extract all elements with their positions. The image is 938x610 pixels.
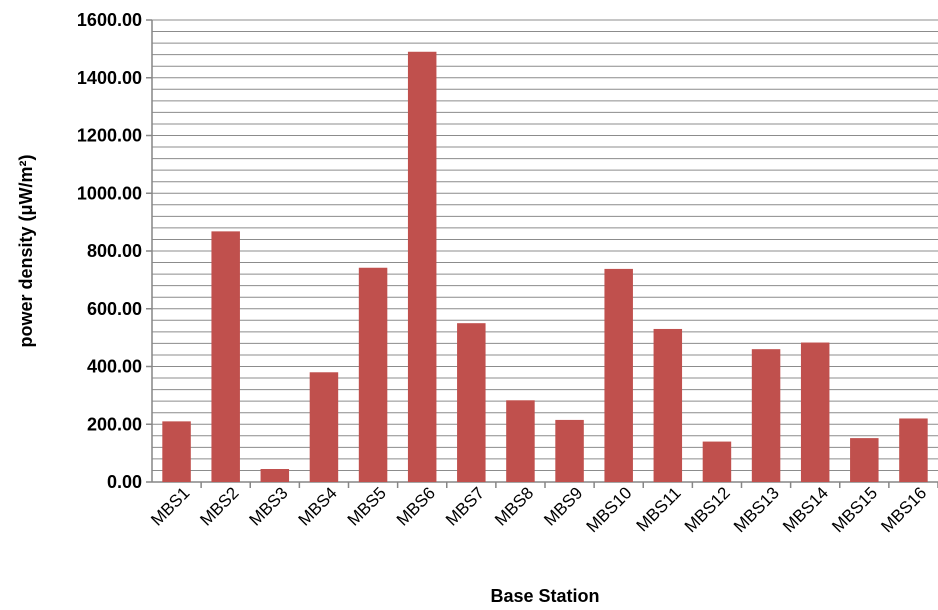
bar (309, 372, 339, 482)
y-tick-label: 200.00 (87, 414, 142, 434)
bar (899, 418, 928, 482)
y-tick-label: 1200.00 (77, 126, 142, 146)
bars (162, 51, 928, 482)
y-tick-label: 800.00 (87, 241, 142, 261)
gridlines (152, 19, 938, 471)
x-tick-label: MBS6 (393, 483, 439, 529)
x-tick-label: MBS11 (633, 483, 685, 535)
y-axis-title: power density (μW/m²) (16, 154, 36, 347)
x-tick-label: MBS5 (344, 483, 390, 529)
x-tick-label: MBS1 (147, 483, 193, 529)
x-axis-title: Base Station (490, 586, 599, 606)
bar (800, 342, 830, 482)
x-tick-label: MBS7 (442, 483, 488, 529)
x-tick-labels: MBS1 MBS2 MBS3 MBS4 MBS5 MBS6 MBS7 MBS8 MBS9MBS1… (147, 482, 938, 536)
bar (604, 268, 633, 482)
bar (457, 323, 486, 482)
x-tick-label: MBS9 (540, 483, 586, 529)
x-tick-label: MBS3 (245, 483, 291, 529)
bar (211, 231, 240, 482)
y-tick-label: 1600.00 (77, 10, 142, 30)
x-tick-label: MBS8 (491, 483, 537, 529)
x-tick-label: MBS15 (828, 483, 881, 536)
bar (751, 349, 781, 482)
x-tick-label: MBS10 (583, 483, 636, 536)
y-tick-label: 1400.00 (77, 68, 142, 88)
bar (162, 421, 191, 482)
x-tick-label: MBS4 (295, 483, 341, 529)
bar (407, 51, 437, 482)
y-tick-label: 400.00 (87, 357, 142, 377)
bar (702, 441, 732, 482)
bar (850, 438, 879, 482)
bar (555, 419, 584, 482)
bar (653, 328, 683, 482)
y-tick-label: 1000.00 (77, 183, 142, 203)
x-tick-label: MBS12 (681, 483, 734, 536)
x-tick-label: MBS13 (730, 483, 783, 536)
y-tick-label: 600.00 (87, 299, 142, 319)
y-tick-labels: 0.00 200.00 400.00 600.00 800.00 1000.00 1200.… (77, 10, 152, 492)
bar (358, 267, 388, 482)
x-tick-label: MBS16 (877, 483, 930, 536)
x-tick-label: MBS2 (196, 483, 242, 529)
y-tick-label: 0.00 (107, 472, 142, 492)
x-tick-label: MBS14 (779, 483, 832, 536)
bar (506, 400, 535, 482)
bar (260, 469, 290, 482)
